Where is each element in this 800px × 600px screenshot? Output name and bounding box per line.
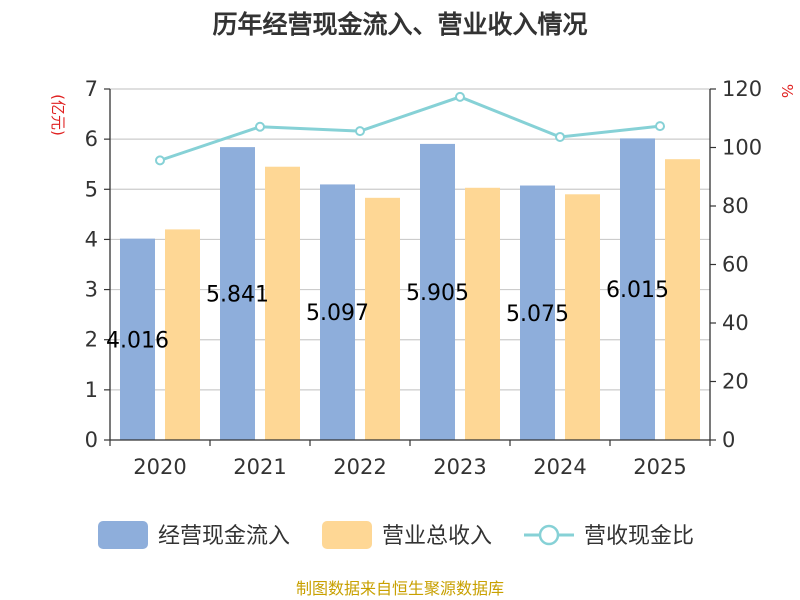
- x-tick-label: 2025: [633, 455, 686, 479]
- x-tick-label: 2024: [533, 455, 586, 479]
- x-tick-label: 2021: [233, 455, 286, 479]
- axes: 0 1 2 3 4 5 6 7 0 20 40 60 80 100 120 2020 2021 2022 2023 2…: [85, 77, 762, 479]
- bar-data-label: 5.841: [206, 283, 269, 308]
- legend-label: 经营现金流入: [158, 524, 290, 549]
- y-left-tick-label: 5: [85, 177, 98, 201]
- bar-经营现金流入-2024: [520, 185, 555, 440]
- bar-营业总收入-2024: [565, 194, 600, 440]
- bar-营业总收入-2023: [465, 187, 500, 440]
- bar-data-label: 4.016: [106, 328, 169, 353]
- y-right-tick-label: 20: [722, 370, 749, 394]
- bar-data-label: 5.075: [506, 302, 569, 327]
- y-right-tick-label: 120: [722, 77, 762, 101]
- bar-营业总收入-2025: [665, 159, 700, 440]
- bar-经营现金流入-2022: [320, 184, 355, 440]
- chart-title: 历年经营现金流入、营业收入情况: [212, 10, 587, 39]
- y-right-label: %: [778, 84, 796, 98]
- bar-经营现金流入-2025: [620, 138, 655, 440]
- y-left-tick-label: 3: [85, 278, 98, 302]
- bar-经营现金流入-2021: [220, 147, 255, 440]
- y-left-tick-label: 2: [85, 328, 98, 352]
- data-source: 制图数据来自恒生聚源数据库: [296, 579, 504, 598]
- bars: [120, 138, 700, 440]
- bar-data-label: 6.015: [606, 278, 669, 303]
- bar-营业总收入-2021: [265, 166, 300, 440]
- y-left-tick-label: 0: [85, 428, 98, 452]
- y-right-tick-label: 80: [722, 194, 749, 218]
- point-营收现金比-2020: [155, 155, 165, 166]
- point-营收现金比-2024: [555, 131, 565, 142]
- point-营收现金比-2022: [355, 126, 365, 137]
- x-tick-label: 2023: [433, 455, 486, 479]
- legend-marker-ratio: [538, 524, 560, 546]
- bar-data-label: 5.905: [406, 281, 469, 306]
- y-left-tick-label: 7: [85, 77, 98, 101]
- point-营收现金比-2021: [255, 121, 265, 132]
- line-series: [155, 91, 665, 166]
- legend-label: 营业总收入: [382, 524, 492, 549]
- legend-swatch-cash-inflow: [98, 521, 148, 549]
- y-left-tick-label: 4: [85, 227, 98, 251]
- bar-经营现金流入-2020: [120, 238, 155, 440]
- point-营收现金比-2025: [655, 121, 665, 132]
- bar-data-label: 5.097: [306, 301, 369, 326]
- bar-营业总收入-2022: [365, 197, 400, 440]
- x-tick-label: 2020: [133, 455, 186, 479]
- legend-swatch-revenue: [322, 521, 372, 549]
- bar-labels: 4.016 5.841 5.097 5.905 5.075 6.015: [106, 278, 669, 353]
- grid: [110, 88, 710, 391]
- line-营收现金比: [159, 95, 661, 162]
- bar-营业总收入-2020: [165, 229, 200, 440]
- y-right-tick-label: 0: [722, 428, 735, 452]
- x-tick-label: 2022: [333, 455, 386, 479]
- legend: 经营现金流入 营业总收入 营收现金比: [98, 521, 694, 549]
- y-right-tick-label: 100: [722, 136, 762, 160]
- point-营收现金比-2023: [455, 91, 465, 102]
- y-left-tick-label: 1: [85, 378, 98, 402]
- y-right-tick-label: 40: [722, 311, 749, 335]
- bar-经营现金流入-2023: [420, 143, 455, 440]
- y-right-tick-label: 60: [722, 253, 749, 277]
- legend-label: 营收现金比: [584, 524, 694, 549]
- y-left-label: (亿元): [49, 94, 67, 136]
- y-left-tick-label: 6: [85, 127, 98, 151]
